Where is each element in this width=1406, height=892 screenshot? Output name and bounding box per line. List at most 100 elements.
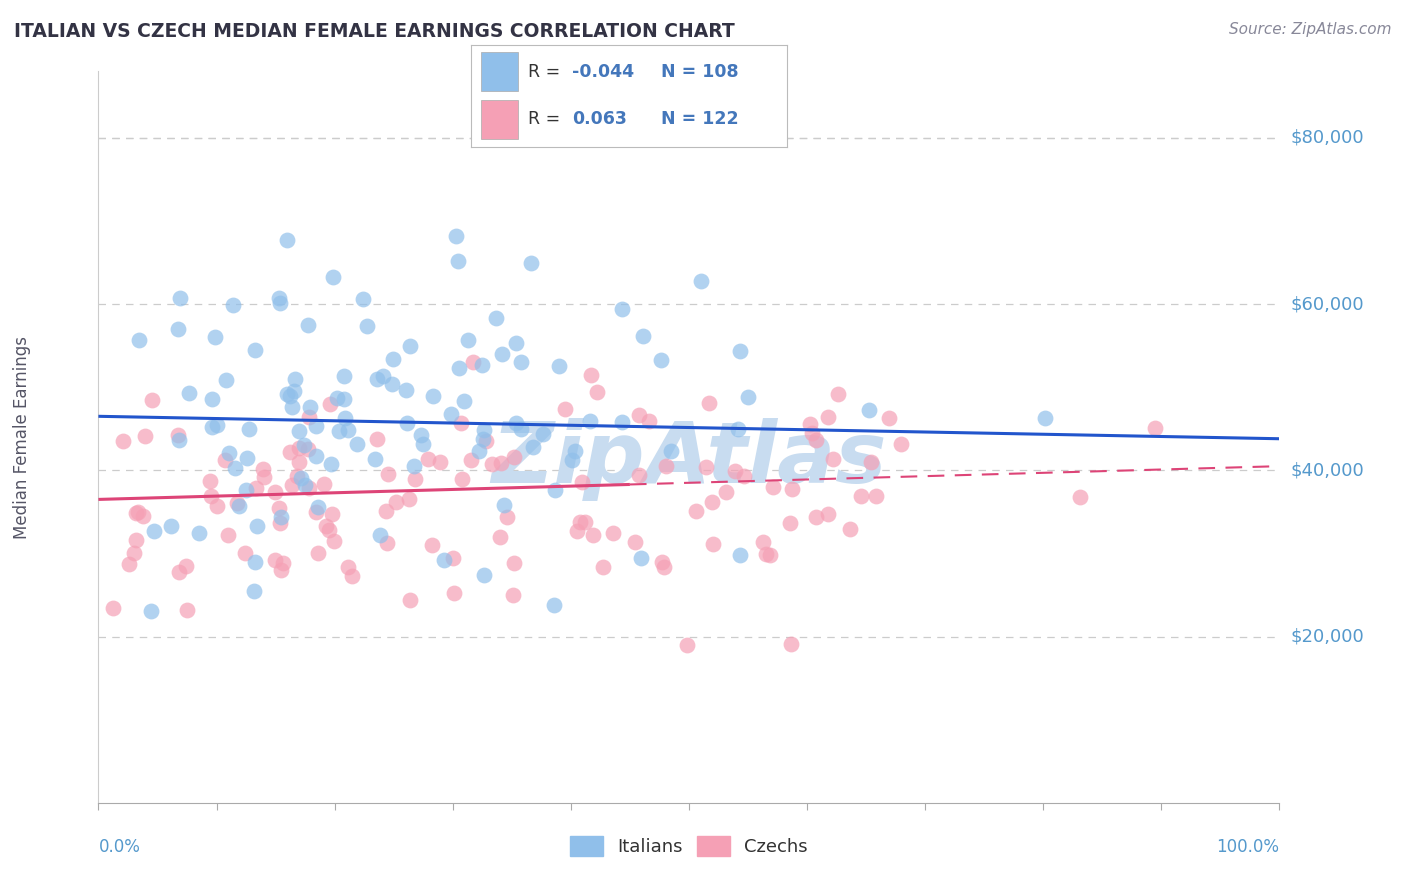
Point (276, 233, 298, 247)
Point (139, 604, 162, 618)
Point (638, 414, 661, 428)
Text: Median Female Earnings: Median Female Earnings (13, 335, 31, 539)
Point (543, 598, 565, 612)
Point (444, 228, 467, 243)
Point (489, 530, 512, 544)
Point (308, 500, 330, 515)
Point (322, 270, 344, 285)
Point (288, 441, 311, 455)
Point (471, 358, 494, 372)
Point (167, 322, 190, 336)
Point (205, 418, 228, 433)
Point (491, 347, 513, 361)
Point (127, 505, 149, 519)
Point (520, 256, 543, 270)
Point (221, 298, 243, 312)
Point (381, 351, 404, 366)
Point (176, 603, 198, 617)
Point (356, 319, 378, 334)
Point (569, 515, 592, 529)
Point (298, 481, 321, 495)
Point (167, 565, 190, 579)
Point (276, 386, 298, 401)
Point (602, 526, 624, 541)
Point (440, 407, 463, 421)
Point (326, 391, 349, 405)
Text: N = 122: N = 122 (661, 111, 738, 128)
Point (612, 415, 634, 429)
Point (574, 515, 596, 529)
Point (685, 504, 707, 518)
Point (429, 455, 451, 469)
Point (375, 504, 398, 518)
Point (384, 494, 406, 508)
Point (263, 485, 285, 500)
Point (503, 450, 526, 464)
Point (132, 509, 155, 524)
Point (865, 489, 887, 503)
Point (128, 333, 150, 347)
Point (167, 428, 190, 442)
Point (849, 489, 872, 503)
Point (801, 425, 824, 440)
Point (294, 477, 316, 491)
Point (578, 414, 600, 428)
Point (169, 291, 191, 305)
Point (817, 409, 839, 424)
Point (472, 432, 495, 446)
Point (278, 389, 301, 403)
Point (269, 516, 291, 530)
Point (214, 453, 236, 467)
Point (510, 355, 533, 369)
Point (201, 392, 224, 407)
Point (806, 433, 828, 447)
Point (457, 333, 479, 347)
Point (695, 460, 717, 475)
Point (411, 428, 433, 442)
Point (281, 400, 304, 414)
Point (364, 452, 387, 467)
Point (371, 368, 394, 383)
Point (399, 592, 422, 607)
Point (290, 471, 312, 485)
Point (294, 438, 316, 452)
Point (246, 519, 269, 533)
Point (890, 436, 912, 450)
Bar (481, 52, 519, 91)
Point (366, 372, 388, 386)
Point (564, 443, 586, 458)
Point (472, 423, 495, 437)
Point (505, 335, 527, 350)
Point (441, 551, 464, 566)
Point (727, 422, 749, 436)
Point (337, 560, 360, 574)
Point (827, 387, 849, 401)
Point (252, 462, 274, 476)
Point (463, 355, 485, 369)
Point (228, 499, 250, 513)
Point (779, 637, 801, 651)
Point (245, 481, 267, 495)
Point (200, 489, 222, 503)
Point (472, 567, 495, 582)
Point (263, 553, 285, 567)
Point (755, 547, 778, 561)
Point (238, 422, 260, 436)
Point (160, 518, 183, 533)
Point (283, 384, 305, 399)
Point (485, 311, 508, 326)
Text: $40,000: $40,000 (1291, 461, 1364, 479)
Point (395, 384, 418, 398)
Point (702, 537, 724, 551)
Point (443, 586, 465, 600)
Point (492, 498, 515, 512)
Point (474, 434, 496, 448)
Point (267, 291, 290, 305)
Text: -0.044: -0.044 (572, 63, 634, 81)
Point (447, 253, 470, 268)
Point (799, 417, 821, 432)
Point (200, 475, 222, 489)
Point (554, 402, 576, 417)
Point (821, 452, 844, 467)
Point (284, 372, 307, 386)
